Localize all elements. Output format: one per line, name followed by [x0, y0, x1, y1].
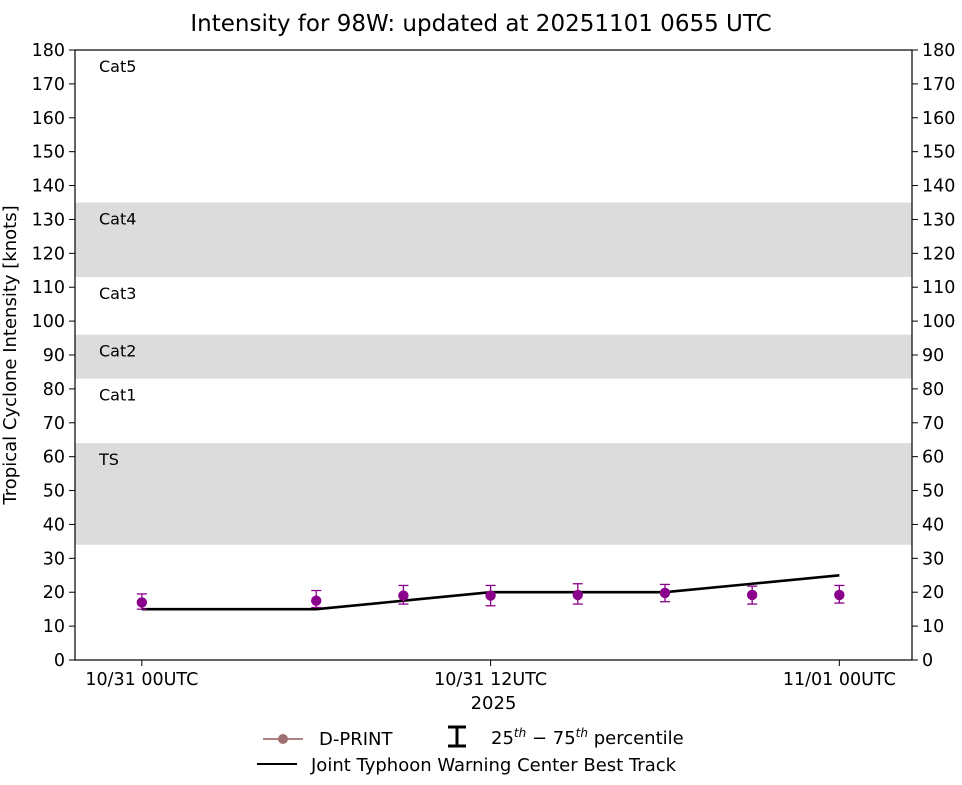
y-tick-label: 130 — [32, 210, 65, 230]
y-axis-right: 0 10 20 30 40 50 60 70 80 90 100 110 120 130 140 150 160… — [912, 41, 955, 671]
y-tick-label-right: 120 — [922, 244, 955, 264]
band-label-cat2: Cat2 — [99, 342, 136, 361]
y-tick-label: 80 — [43, 380, 65, 400]
legend-percentile-label: 25th − 75th percentile — [491, 726, 684, 749]
chart-title: Intensity for 98W: updated at 20251101 0… — [190, 11, 771, 37]
dprint-point — [834, 589, 845, 601]
legend-dprint-label: D-PRINT — [319, 729, 393, 750]
category-bands — [75, 202, 912, 545]
band-cat4 — [75, 202, 912, 278]
x-axis-label: 2025 — [471, 693, 517, 714]
y-tick-label: 20 — [43, 583, 65, 603]
y-tick-label: 160 — [32, 109, 65, 129]
x-tick-label: 11/01 00UTC — [783, 670, 896, 690]
y-tick-label: 90 — [43, 346, 65, 366]
band-cat2 — [75, 334, 912, 379]
dprint-point — [398, 590, 409, 601]
y-tick-label: 110 — [32, 278, 65, 298]
band-label-cat1: Cat1 — [99, 386, 136, 405]
dprint-point — [311, 595, 322, 606]
y-tick-label-right: 10 — [922, 617, 944, 637]
y-tick-label-right: 80 — [922, 380, 944, 400]
y-tick-label-right: 70 — [922, 414, 944, 434]
y-axis-label: Tropical Cyclone Intensity [knots] — [0, 205, 21, 505]
dprint-point — [485, 590, 496, 601]
dprint-point — [136, 597, 148, 608]
y-tick-label-right: 0 — [922, 651, 933, 671]
y-tick-label: 150 — [32, 143, 65, 163]
y-tick-label: 140 — [32, 177, 65, 197]
band-label-ts: TS — [98, 450, 119, 469]
y-tick-label-right: 180 — [922, 41, 955, 61]
x-axis: 10/31 00UTC 10/31 12UTC 11/01 00UTC — [85, 660, 896, 690]
legend-best-track-label: Joint Typhoon Warning Center Best Track — [310, 755, 677, 776]
y-tick-label-right: 90 — [922, 346, 944, 366]
dprint-point — [659, 587, 671, 599]
y-tick-label-right: 140 — [922, 177, 955, 197]
y-tick-label: 100 — [32, 312, 65, 332]
series-layer — [136, 573, 845, 611]
y-tick-label: 120 — [32, 244, 65, 264]
y-tick-label: 0 — [54, 651, 65, 671]
y-tick-label: 10 — [43, 617, 65, 637]
y-tick-label-right: 20 — [922, 583, 944, 603]
dprint-point — [746, 589, 758, 601]
y-tick-label: 180 — [32, 41, 65, 61]
best-track-line — [141, 573, 840, 611]
y-tick-label-right: 160 — [922, 109, 955, 129]
y-tick-label-right: 150 — [922, 143, 955, 163]
y-tick-label-right: 100 — [922, 312, 955, 332]
legend-dprint-marker — [278, 734, 288, 744]
y-tick-label: 170 — [32, 75, 65, 95]
y-tick-label-right: 130 — [922, 210, 955, 230]
dprint-point — [572, 589, 583, 601]
category-band-labels: TS Cat1 Cat2 Cat3 Cat4 Cat5 — [98, 57, 136, 469]
y-tick-label-right: 60 — [922, 448, 944, 468]
y-tick-label-right: 30 — [922, 549, 944, 569]
legend: D-PRINT 25th − 75th percentile Joint Typho… — [257, 725, 684, 776]
band-ts — [75, 443, 912, 545]
y-tick-label: 70 — [43, 414, 65, 434]
band-label-cat3: Cat3 — [99, 284, 136, 303]
y-tick-label: 50 — [43, 482, 65, 502]
y-tick-label-right: 40 — [922, 515, 944, 535]
y-tick-label: 60 — [43, 448, 65, 468]
x-tick-label: 10/31 12UTC — [434, 670, 547, 690]
y-tick-label: 30 — [43, 549, 65, 569]
y-tick-label-right: 170 — [922, 75, 955, 95]
x-tick-label: 10/31 00UTC — [85, 670, 198, 690]
y-tick-label-right: 110 — [922, 278, 955, 298]
band-label-cat5: Cat5 — [99, 57, 136, 76]
y-tick-label: 40 — [43, 515, 65, 535]
y-tick-label-right: 50 — [922, 482, 944, 502]
y-axis-left: 0 10 20 30 40 50 60 70 80 90 100 110 120 130 140 150 160… — [32, 41, 75, 671]
band-label-cat4: Cat4 — [99, 210, 136, 229]
